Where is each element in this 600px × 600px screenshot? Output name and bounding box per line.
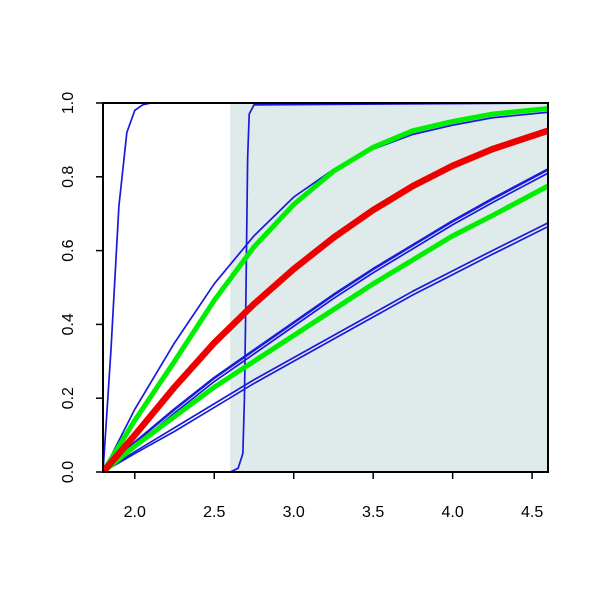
x-tick-label: 3.5: [362, 504, 384, 521]
series-line-8: [103, 106, 548, 472]
y-tick-label: 0.4: [60, 313, 77, 335]
plot-frame: [102, 102, 549, 473]
y-tick-label: 0.8: [60, 166, 77, 188]
x-tick-label: 4.5: [521, 504, 543, 521]
x-tick-label: 3.0: [283, 504, 305, 521]
axes: 2.0 2.5 3.0 3.5 4.0 4.5 0.0 0.2 0.4 0.6 0.8 1.0: [60, 92, 549, 521]
y-tick-label: 0.6: [60, 239, 77, 261]
x-tick-label: 2.5: [203, 504, 225, 521]
series-line-7: [103, 225, 548, 472]
series-line-2: [103, 103, 548, 472]
series-line-1: [103, 103, 548, 472]
series-line-10: [103, 127, 548, 472]
y-tick-label: 0.2: [60, 387, 77, 409]
x-tick-label: 4.0: [442, 504, 464, 521]
series-line-9: [103, 183, 548, 472]
series-line-6: [103, 222, 548, 472]
y-tick-label: 0.0: [60, 461, 77, 483]
series-line-4: [103, 168, 548, 472]
x-tick-label: 2.0: [124, 504, 146, 521]
series-line-3: [103, 111, 548, 472]
shaded-region: [230, 103, 548, 472]
y-tick-label: 1.0: [60, 92, 77, 114]
series-layer: [103, 103, 548, 472]
